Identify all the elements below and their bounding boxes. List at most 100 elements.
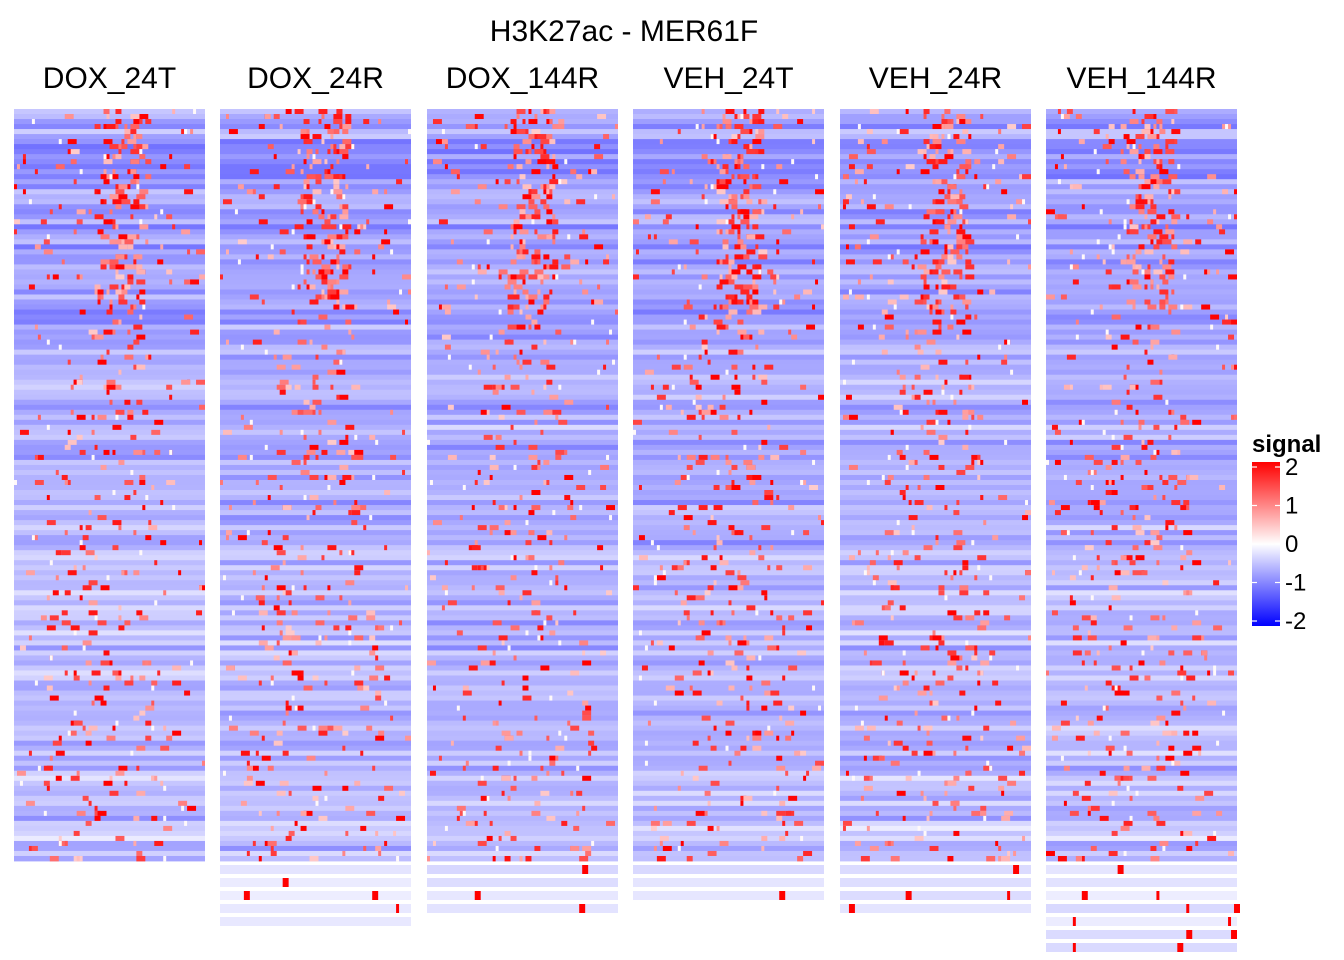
- heatmap-cell: [893, 304, 897, 310]
- heatmap-cell: [172, 109, 176, 115]
- heatmap-cell: [591, 840, 595, 847]
- heatmap-cell: [650, 199, 660, 205]
- heatmap-cell: [686, 464, 693, 471]
- heatmap-cell: [513, 229, 517, 235]
- heatmap-cell: [1093, 459, 1103, 466]
- heatmap-panel-veh-144r: VEH_144R: [1046, 62, 1240, 952]
- heatmap-cell: [139, 204, 146, 210]
- heatmap-cell: [1105, 464, 1112, 471]
- heatmap-cell: [788, 795, 798, 802]
- heatmap-cell: [1156, 560, 1160, 566]
- heatmap-row: [427, 334, 618, 341]
- heatmap-row: [840, 495, 1031, 501]
- heatmap-cell: [22, 159, 26, 165]
- heatmap-cell: [267, 144, 274, 150]
- heatmap-cell: [303, 194, 313, 200]
- heatmap-cell: [321, 264, 331, 270]
- heatmap-cell: [276, 790, 286, 797]
- heatmap-cell: [1150, 239, 1154, 245]
- heatmap-cell: [513, 439, 517, 446]
- heatmap-cell: [980, 495, 984, 501]
- heatmap-cell: [1081, 660, 1085, 666]
- heatmap-cell: [348, 329, 352, 335]
- heatmap-cell: [582, 229, 586, 235]
- heatmap-cell: [43, 239, 50, 245]
- heatmap-cell: [237, 535, 247, 541]
- heatmap-cell: [725, 459, 732, 466]
- heatmap-row: [840, 204, 1031, 210]
- heatmap-cell: [510, 294, 520, 300]
- heatmap-cell: [1048, 500, 1055, 506]
- heatmap-cell: [845, 194, 852, 200]
- heatmap-cell: [450, 239, 454, 245]
- heatmap-cell: [1231, 414, 1237, 421]
- heatmap-cell: [818, 204, 822, 210]
- heatmap-cell: [315, 640, 322, 646]
- heatmap-row: [220, 515, 411, 521]
- heatmap-cell: [797, 855, 804, 862]
- heatmap-cell: [926, 419, 936, 426]
- extra-row: [220, 917, 411, 926]
- heatmap-cell: [1150, 615, 1160, 621]
- heatmap-row: [840, 214, 1031, 220]
- heatmap-cell: [1159, 289, 1169, 295]
- heatmap-cell: [133, 490, 137, 496]
- heatmap-cell: [531, 129, 541, 135]
- heatmap-cell: [124, 284, 131, 290]
- heatmap-cell: [1213, 580, 1220, 586]
- heatmap-cell: [121, 570, 128, 576]
- heatmap-row: [840, 590, 1031, 596]
- heatmap-cell: [261, 735, 265, 742]
- heatmap-row: [14, 339, 205, 346]
- heatmap-row: [633, 144, 824, 150]
- heatmap-cell: [354, 454, 364, 461]
- heatmap-cell: [800, 449, 807, 456]
- heatmap-cell: [549, 755, 556, 762]
- heatmap-cell: [701, 555, 708, 561]
- heatmap-cell: [55, 164, 65, 170]
- heatmap-cell: [360, 705, 370, 711]
- heatmap-cell: [911, 459, 918, 466]
- heatmap-cell: [121, 139, 125, 145]
- heatmap-cell: [516, 274, 526, 280]
- heatmap-cell: [534, 715, 538, 722]
- heatmap-cell: [1222, 364, 1226, 371]
- heatmap-cell: [339, 244, 346, 250]
- heatmap-cell: [740, 244, 747, 250]
- heatmap-row: [220, 630, 411, 636]
- heatmap-cell: [1108, 850, 1118, 857]
- heatmap-cell: [1126, 785, 1130, 792]
- heatmap-cell: [279, 124, 283, 130]
- heatmap-cell: [354, 304, 358, 310]
- heatmap-cell: [713, 505, 723, 511]
- heatmap-cell: [312, 795, 319, 802]
- heatmap-row: [427, 449, 618, 456]
- heatmap-cell: [1159, 259, 1163, 265]
- heatmap-cell: [432, 840, 436, 847]
- heatmap-cell: [956, 229, 966, 235]
- heatmap-row: [1046, 464, 1237, 471]
- heatmap-cell: [893, 404, 903, 411]
- heatmap-row: [427, 835, 618, 842]
- heatmap-cell: [995, 179, 1002, 185]
- heatmap-cell: [902, 660, 906, 666]
- heatmap-cell: [85, 820, 92, 827]
- heatmap-cell: [1162, 730, 1172, 737]
- heatmap-cell: [947, 715, 951, 722]
- heatmap-row: [14, 600, 205, 606]
- heatmap-cell: [187, 249, 191, 255]
- heatmap-row: [220, 530, 411, 536]
- heatmap-cell: [127, 234, 137, 240]
- heatmap-row: [220, 309, 411, 315]
- heatmap-cell: [1168, 189, 1172, 195]
- heatmap-row: [220, 660, 411, 666]
- heatmap-cell: [46, 625, 56, 631]
- heatmap-cell: [133, 339, 140, 346]
- heatmap-cell: [917, 349, 924, 356]
- heatmap-cell: [118, 459, 125, 466]
- heatmap-cell: [252, 500, 256, 506]
- heatmap-cell: [1156, 765, 1166, 772]
- heatmap-cell: [243, 780, 253, 787]
- heatmap-cell: [106, 384, 116, 391]
- heatmap-cell: [977, 454, 981, 461]
